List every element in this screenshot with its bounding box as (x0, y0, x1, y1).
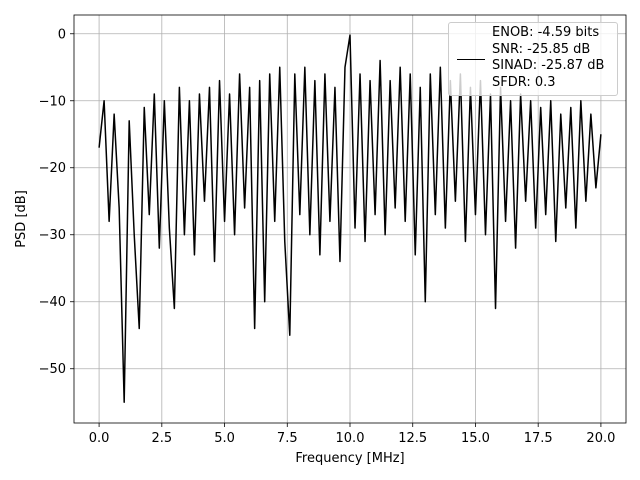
x-tick-label: 5.0 (214, 431, 235, 446)
legend-swatch (457, 59, 485, 60)
x-tick-label: 10.0 (336, 431, 365, 446)
x-tick-label: 17.5 (524, 431, 553, 446)
x-tick-label: 15.0 (461, 431, 490, 446)
y-tick-label: 0 (58, 27, 66, 42)
y-axis-label: PSD [dB] (14, 190, 29, 248)
y-tick-label: −10 (39, 94, 66, 109)
x-tick-label: 0.0 (89, 431, 110, 446)
y-tick-label: −20 (39, 161, 66, 176)
x-tick-label: 2.5 (151, 431, 172, 446)
y-tick-label: −30 (39, 228, 66, 243)
x-tick-label: 7.5 (277, 431, 298, 446)
x-tick-label: 20.0 (586, 431, 615, 446)
x-tick-label: 12.5 (398, 431, 427, 446)
legend-label: ENOB: -4.59 bits SNR: -25.85 dB SINAD: -… (492, 25, 605, 90)
legend: ENOB: -4.59 bits SNR: -25.85 dB SINAD: -… (448, 22, 618, 96)
psd-line (98, 34, 602, 403)
y-tick-label: −50 (39, 362, 66, 377)
plot-frame (73, 14, 627, 424)
x-axis-label: Frequency [MHz] (295, 451, 404, 466)
y-tick-label: −40 (39, 295, 66, 310)
